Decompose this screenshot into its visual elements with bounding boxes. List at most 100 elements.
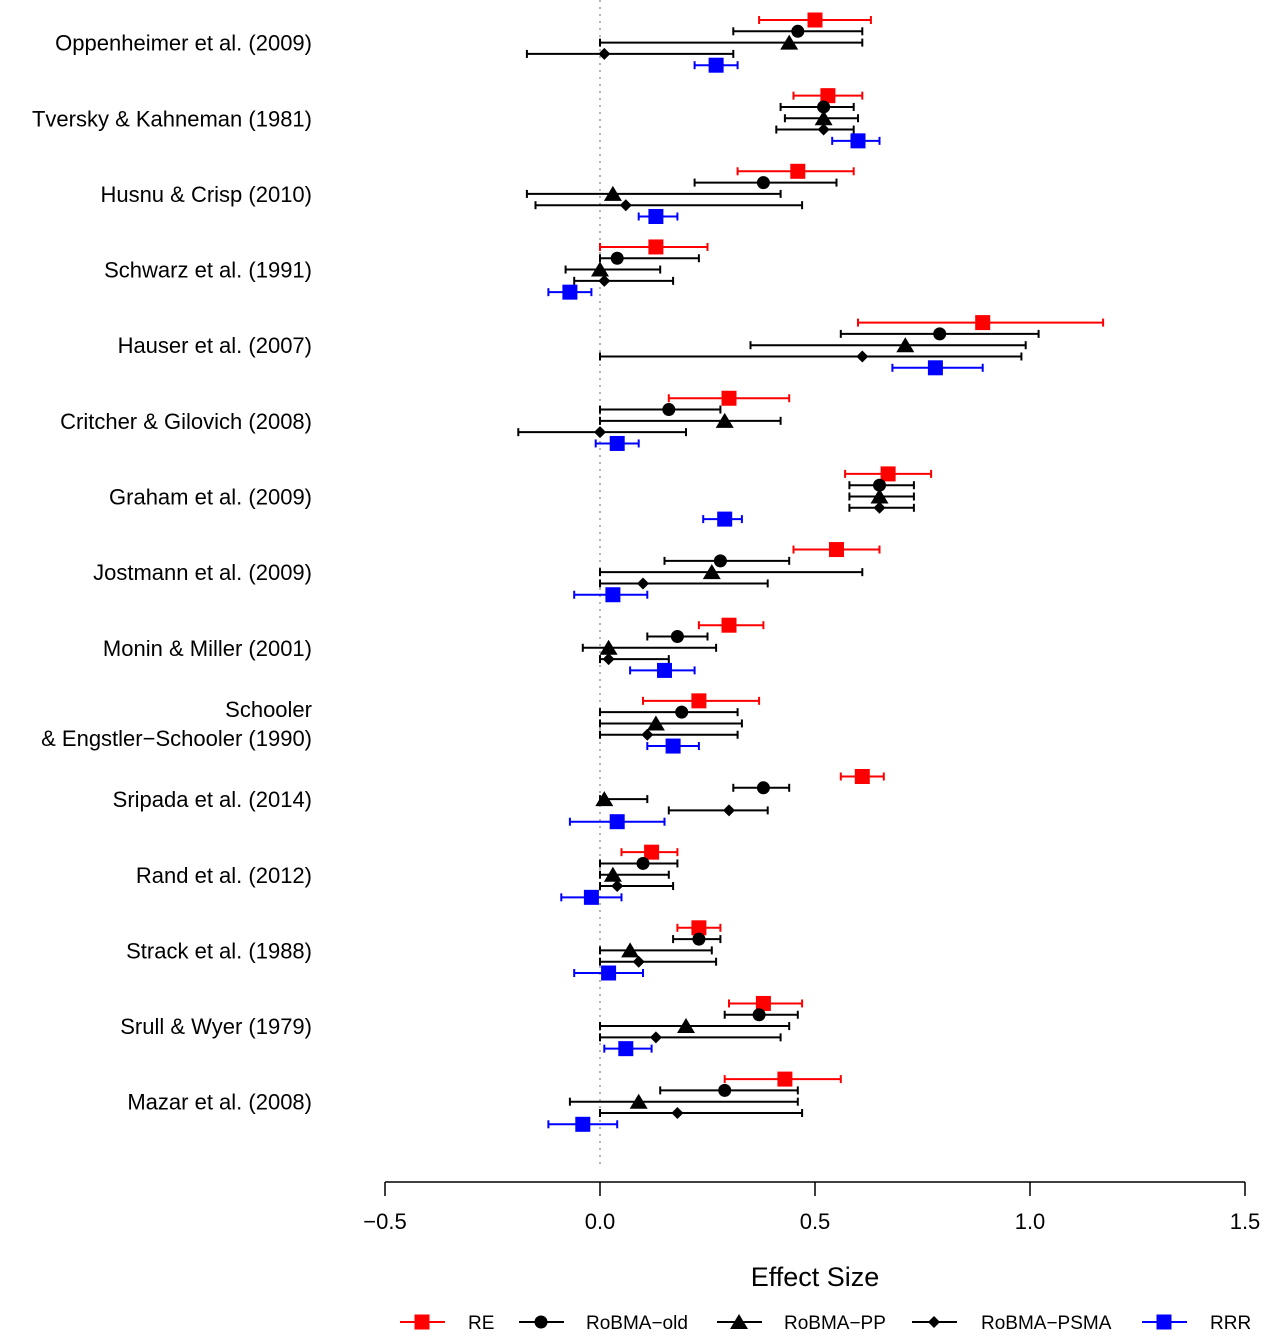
point-triangle <box>715 412 734 428</box>
point-square <box>927 360 943 376</box>
study-labels: Oppenheimer et al. (2009) Tversky & Kahne… <box>32 31 312 1115</box>
point-square <box>790 163 806 179</box>
point-diamond <box>873 501 886 514</box>
estimate-triangle <box>595 791 649 807</box>
estimate-circle <box>732 781 791 795</box>
point-triangle <box>591 261 609 277</box>
estimate-square <box>646 738 700 754</box>
estimate-triangle <box>599 34 864 50</box>
estimate-triangle <box>599 715 743 731</box>
estimate-circle <box>599 403 722 417</box>
estimate-square <box>599 239 709 255</box>
estimate-triangle <box>599 412 782 428</box>
estimate-triangle <box>749 337 1027 353</box>
study-label: Rand et al. (2012) <box>136 863 312 888</box>
point-circle <box>636 856 650 870</box>
estimate-diamond <box>599 880 675 893</box>
estimate-circle <box>599 705 739 719</box>
legend-marker-square <box>1156 1314 1172 1330</box>
point-square <box>854 769 870 784</box>
point-triangle <box>599 639 618 655</box>
point-triangle <box>603 185 622 201</box>
point-diamond <box>817 123 830 136</box>
estimate-square <box>891 360 984 376</box>
estimate-square <box>637 209 679 224</box>
point-circle <box>756 781 770 795</box>
estimate-circle <box>672 932 722 946</box>
point-square <box>721 617 737 633</box>
estimate-square <box>667 390 791 406</box>
x-axis: Effect Size −0.5 0.0 0.5 1.0 1.5 <box>363 1181 1261 1292</box>
estimate-diamond <box>599 728 739 741</box>
point-square <box>880 466 896 482</box>
estimate-square <box>568 814 666 830</box>
legend-item: RoBMA−PP <box>717 1313 886 1334</box>
point-triangle <box>629 1093 648 1109</box>
estimate-diamond <box>525 47 735 60</box>
point-square <box>691 693 707 709</box>
point-circle <box>817 100 831 114</box>
point-diamond <box>649 1031 662 1044</box>
point-circle <box>873 478 886 492</box>
estimate-circle <box>723 1008 799 1022</box>
legend-item: RRR <box>1142 1313 1251 1334</box>
study-label: Strack et al. (1988) <box>126 938 312 963</box>
estimate-diamond <box>667 804 769 817</box>
estimate-circle <box>693 176 838 190</box>
x-tick-label: −0.5 <box>363 1209 406 1234</box>
point-square <box>605 587 621 603</box>
estimate-diamond <box>599 577 769 590</box>
point-triangle <box>621 942 640 958</box>
point-square <box>601 965 617 981</box>
point-diamond <box>671 1107 684 1119</box>
estimate-square <box>560 889 623 905</box>
estimate-triangle <box>599 942 713 958</box>
estimate-square <box>758 12 872 28</box>
estimate-triangle <box>599 866 670 882</box>
estimate-square <box>693 57 739 73</box>
legend-label: RRR <box>1210 1313 1251 1334</box>
estimate-circle <box>599 251 700 265</box>
estimate-circle <box>646 630 709 643</box>
point-square <box>665 738 681 754</box>
estimate-square <box>594 435 640 451</box>
point-circle <box>692 932 706 946</box>
estimate-square <box>573 965 644 981</box>
estimate-square <box>620 844 679 860</box>
study-label: Mazar et al. (2008) <box>127 1090 312 1115</box>
point-square <box>755 995 771 1011</box>
estimate-diamond <box>599 1031 782 1044</box>
estimate-diamond <box>599 350 1023 363</box>
x-tick-label: 1.5 <box>1230 1209 1261 1234</box>
estimate-circle <box>599 856 679 870</box>
estimate-square <box>702 511 743 527</box>
estimate-square <box>603 1041 653 1057</box>
study-label: Husnu & Crisp (2010) <box>100 182 312 207</box>
point-square <box>609 814 625 830</box>
estimate-square <box>844 466 933 482</box>
study-label: Oppenheimer et al. (2009) <box>55 31 312 56</box>
estimate-triangle <box>568 1093 799 1109</box>
estimate-square <box>857 315 1105 331</box>
point-circle <box>752 1008 766 1022</box>
point-diamond <box>619 199 632 212</box>
legend-item: RoBMA−old <box>519 1313 688 1334</box>
point-triangle <box>814 110 833 126</box>
point-circle <box>933 327 947 341</box>
point-square <box>721 390 737 406</box>
point-diamond <box>632 955 645 968</box>
estimate-diamond <box>775 123 855 136</box>
study-label: Graham et al. (2009) <box>109 485 312 510</box>
point-square <box>820 88 836 104</box>
legend-label: RoBMA−PSMA <box>981 1313 1112 1334</box>
estimate-square <box>642 693 761 709</box>
point-triangle <box>677 1018 695 1034</box>
estimate-square <box>697 617 765 633</box>
point-square <box>777 1071 793 1087</box>
point-square <box>575 1116 591 1132</box>
estimate-diamond <box>599 653 670 666</box>
point-square <box>691 920 707 936</box>
legend-label: RE <box>468 1313 494 1334</box>
point-triangle <box>595 791 614 807</box>
estimate-square <box>728 995 804 1011</box>
